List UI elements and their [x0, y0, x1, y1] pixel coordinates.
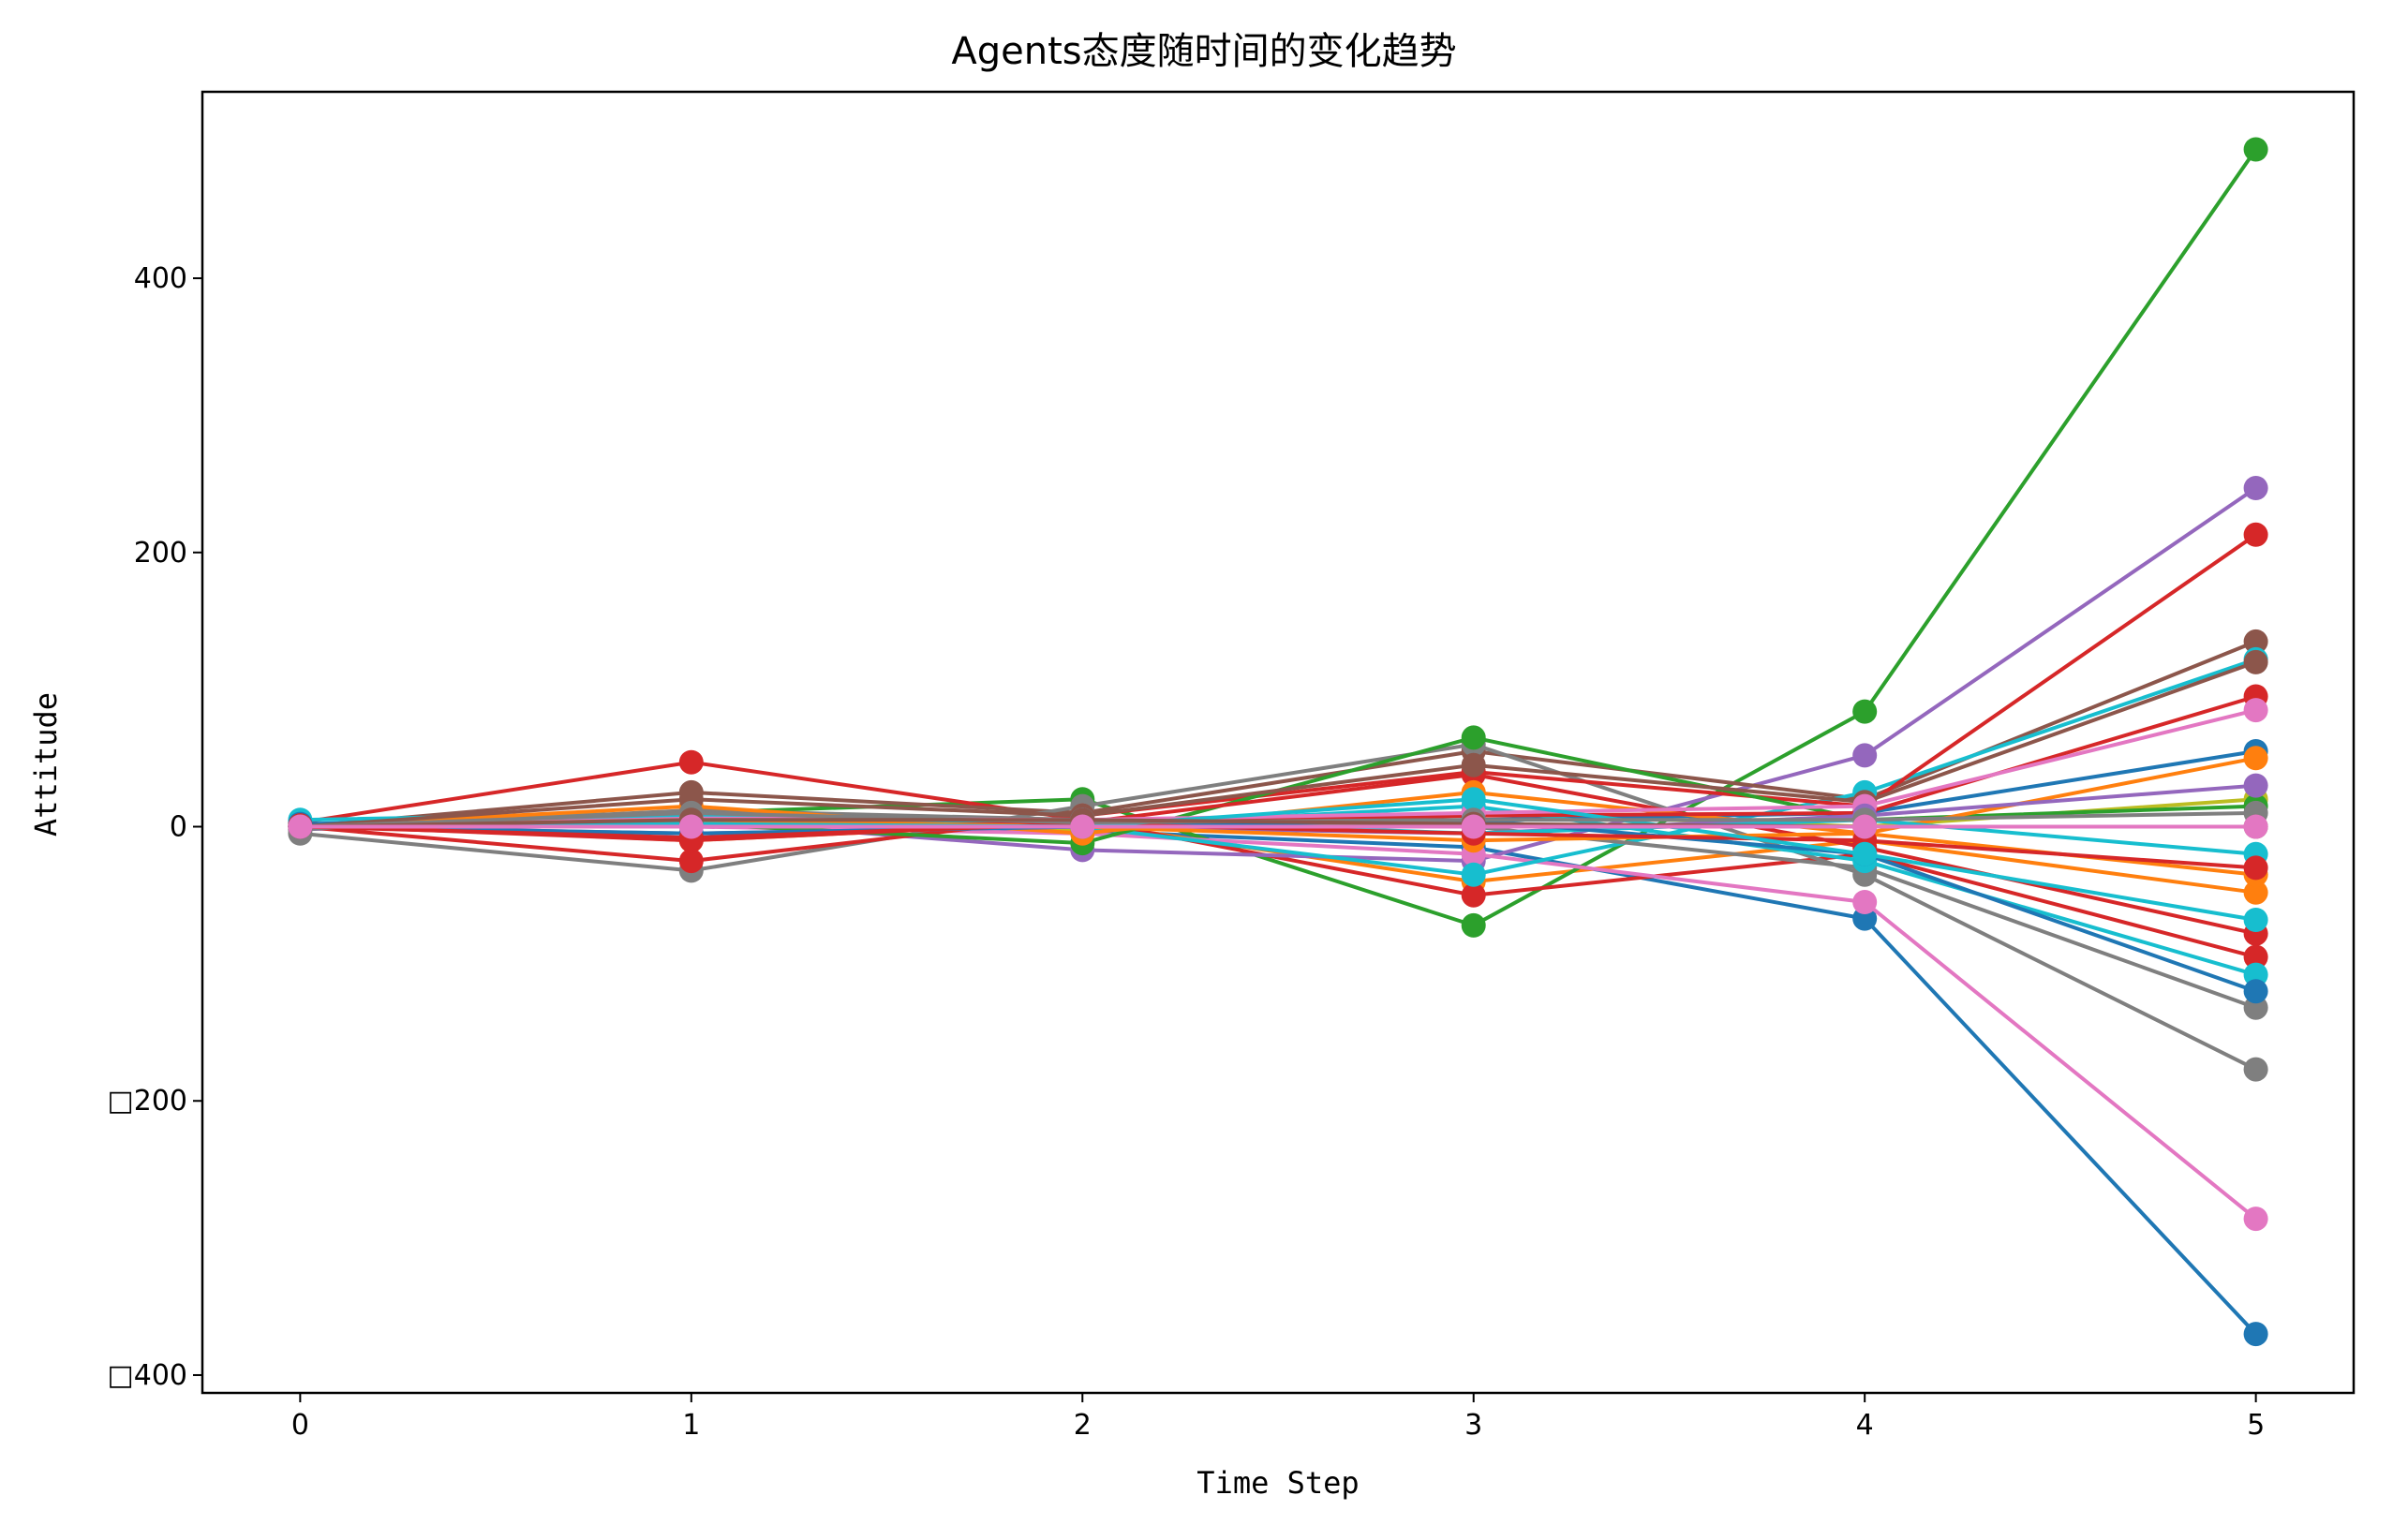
plot-frame [201, 90, 2356, 1395]
data-point [1461, 787, 1486, 812]
x-tick-label: 2 [1074, 1409, 1092, 1442]
data-point [1461, 862, 1486, 887]
series-line [300, 818, 2258, 1336]
data-point [1852, 890, 1878, 914]
data-point [2243, 649, 2268, 674]
x-tick-label: 1 [682, 1409, 700, 1442]
x-axis: 0 1 2 3 4 5 [291, 1393, 2265, 1442]
series-line [300, 640, 2257, 829]
data-point [2243, 1322, 2268, 1347]
series-group [288, 137, 2268, 1347]
series-line [300, 772, 2257, 936]
y-tick-label: 400 [134, 262, 187, 295]
data-point [1852, 743, 1878, 768]
data-point [2243, 944, 2268, 970]
data-point [2243, 1207, 2268, 1232]
data-point [2243, 629, 2268, 654]
series-line [300, 533, 2257, 864]
data-point [1070, 814, 1095, 839]
data-point [1461, 882, 1486, 908]
x-tick-label: 3 [1464, 1409, 1482, 1442]
x-tick-label: 5 [2247, 1409, 2265, 1442]
series-0 [288, 807, 2268, 1347]
series-line [300, 822, 2256, 870]
data-point [2243, 1057, 2268, 1082]
data-point [2243, 880, 2268, 905]
y-axis-label: Attitude [28, 692, 64, 837]
data-point [2243, 698, 2268, 723]
series-line [300, 742, 2257, 1072]
x-axis-label: Time Step [1197, 1465, 1359, 1501]
series-6 [288, 813, 2268, 1232]
series-line [300, 760, 2257, 959]
data-point [1852, 841, 1878, 866]
y-tick-label: □400 [107, 1359, 187, 1392]
data-point [2243, 746, 2268, 771]
data-point [2243, 773, 2268, 798]
data-point [1852, 814, 1878, 839]
data-point [2243, 979, 2268, 1004]
series-line [300, 797, 2256, 922]
series-28 [288, 814, 2268, 839]
data-point [2243, 137, 2268, 162]
data-point [2243, 855, 2268, 881]
data-point [1852, 699, 1878, 724]
chart-title: Agents态度随时间的变化趋势 [951, 30, 1456, 73]
y-axis: □400 □200 0 200 400 [107, 262, 202, 1392]
data-point [2243, 908, 2268, 932]
y-tick-label: 0 [170, 811, 187, 844]
series-line [300, 660, 2257, 829]
data-point [1461, 814, 1486, 839]
data-point [1461, 912, 1486, 938]
data-point [678, 849, 704, 874]
data-point [2243, 522, 2268, 547]
data-point [1461, 725, 1486, 750]
y-tick-label: 200 [134, 537, 187, 570]
y-tick-label: □200 [107, 1085, 187, 1118]
x-tick-label: 4 [1856, 1409, 1874, 1442]
x-tick-label: 0 [291, 1409, 309, 1442]
data-point [678, 814, 704, 839]
data-point [1461, 752, 1486, 777]
data-point [288, 814, 313, 839]
data-point [678, 749, 704, 775]
data-point [2243, 814, 2268, 839]
data-point [2243, 476, 2268, 500]
